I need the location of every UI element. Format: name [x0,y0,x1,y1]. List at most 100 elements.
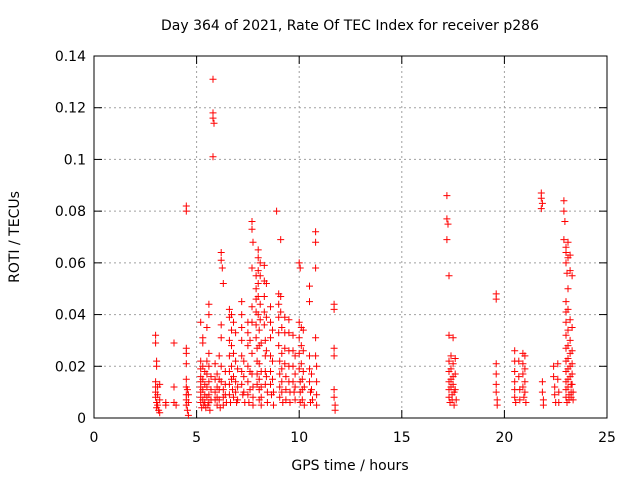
data-point [152,339,160,347]
data-point [562,331,570,339]
data-point [249,393,257,401]
data-point [443,192,451,200]
data-point [511,368,519,375]
data-point [257,383,265,391]
x-tick-label: 20 [495,430,513,446]
data-point [203,370,211,378]
data-point [278,365,286,373]
chart-title: Day 364 of 2021, Rate Of TEC Index for r… [161,18,539,34]
data-point [238,336,246,344]
y-tick-label: 0.06 [55,256,86,272]
data-point [295,334,303,342]
data-point [551,383,559,391]
data-point [308,386,315,394]
data-point [217,362,225,370]
data-point [270,401,277,409]
data-point [254,246,262,254]
data-point [260,293,268,300]
data-point [313,378,321,386]
data-point [225,368,233,375]
data-point [291,370,299,378]
data-point [451,370,459,378]
data-point [228,362,235,370]
data-point [443,215,451,223]
data-point [520,393,528,401]
data-point [257,393,265,401]
data-point [550,373,558,381]
data-point [240,357,248,365]
data-point [162,401,170,409]
data-point [248,303,256,311]
data-point [225,336,233,344]
plot-frame [93,55,608,419]
data-point [299,326,307,334]
data-point [205,311,213,319]
data-point [538,388,546,396]
data-point [217,256,225,264]
y-axis-label: ROTI / TECUs [7,191,23,283]
data-point [252,334,260,342]
data-point [213,370,221,378]
data-point [511,347,519,355]
data-point [554,375,562,383]
y-tick-label: 0.02 [55,359,86,375]
data-point [561,218,569,225]
data-point [238,352,246,360]
data-point [267,368,274,375]
data-point [205,349,213,357]
grid-lines [94,56,607,418]
data-point [211,360,219,368]
data-point [566,267,574,275]
data-point [217,334,225,342]
data-point [449,334,457,342]
data-point [244,342,252,350]
data-point [566,316,574,324]
data-point [238,324,246,331]
data-point [183,406,191,414]
data-point [330,386,338,394]
data-point [289,347,297,355]
data-point [263,399,271,406]
data-point [278,349,286,357]
data-point [217,378,225,386]
data-point [182,207,190,215]
data-point [182,360,190,368]
data-point [257,339,265,347]
data-point [289,378,297,386]
data-point [205,362,213,370]
data-point [254,293,262,300]
data-point [205,391,213,399]
data-point [539,401,547,409]
data-point [568,380,576,388]
data-point [244,362,252,370]
data-point [281,360,289,368]
data-point [156,380,164,388]
data-point [218,264,226,272]
data-point [225,380,233,388]
data-point [286,399,294,406]
data-point [232,329,240,337]
axis-ticks: 0 0.02 0.04 0.06 0.08 0.1 0.12 0.14 0 5 10 15 20 25 [55,49,616,446]
data-point [203,324,211,331]
data-point [330,305,338,313]
data-point [228,311,235,319]
x-tick-label: 25 [598,430,616,446]
data-point [252,321,260,329]
data-point [257,401,265,409]
data-point [209,114,217,122]
data-point [275,313,283,321]
data-point [295,318,303,326]
x-tick-label: 0 [90,430,99,446]
data-point [267,318,274,326]
data-point [516,396,524,404]
data-point [238,298,246,306]
data-point [306,282,313,290]
data-point [183,386,191,394]
data-point [299,347,307,355]
data-point [252,285,260,293]
data-point [492,295,500,303]
data-point [562,298,570,306]
data-point [330,393,338,401]
data-point [219,386,227,394]
data-point [267,352,274,360]
